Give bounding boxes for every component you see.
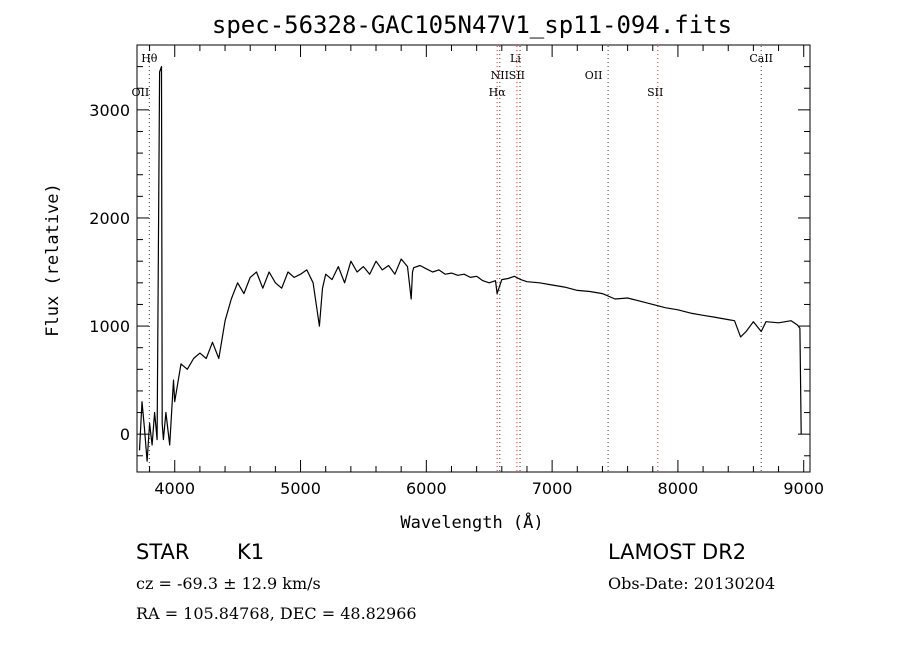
line-label: CaII [749,52,773,65]
line-label: Hθ [141,52,158,65]
x-axis-label: Wavelength (Å) [400,511,543,533]
plot-frame [136,44,811,473]
chart-title: spec-56328-GAC105N47V1_sp11-094.fits [212,11,732,39]
x-tick-label: 8000 [658,479,699,498]
line-markers [148,46,762,471]
line-label: OII [132,86,150,99]
axis-ticks: 4000 5000 6000 7000 8000 9000 0 1000 2000 3000 [89,44,824,498]
x-tick-label: 6000 [406,479,447,498]
spectrum-chart: spec-56328-GAC105N47V1_sp11-094.fits Hθ O… [43,11,824,533]
obs-date-text: Obs-Date: 20130204 [608,574,776,593]
x-tick-label: 7000 [532,479,573,498]
x-tick-label: 5000 [280,479,321,498]
spectrum-line [138,65,802,462]
y-tick-label: 2000 [89,209,130,228]
y-tick-label: 0 [120,425,130,444]
line-label: Hα [489,86,507,99]
line-label: NII [491,69,509,82]
y-tick-label: 3000 [89,101,130,120]
y-axis-label: Flux (relative) [43,183,63,337]
line-label: SII [509,69,525,82]
x-tick-label: 9000 [783,479,824,498]
line-label: Li [510,52,521,65]
line-label: SII [647,86,663,99]
object-class: STAR [136,540,190,564]
radec-text: RA = 105.84768, DEC = 48.82966 [136,604,417,623]
y-tick-label: 1000 [89,317,130,336]
object-subclass: K1 [237,540,265,564]
redshift-text: cz = -69.3 ± 12.9 km/s [136,574,321,593]
x-tick-label: 4000 [154,479,195,498]
spectrum-series [138,65,802,462]
line-label: OII [585,69,603,82]
survey-label: LAMOST DR2 [608,540,747,564]
